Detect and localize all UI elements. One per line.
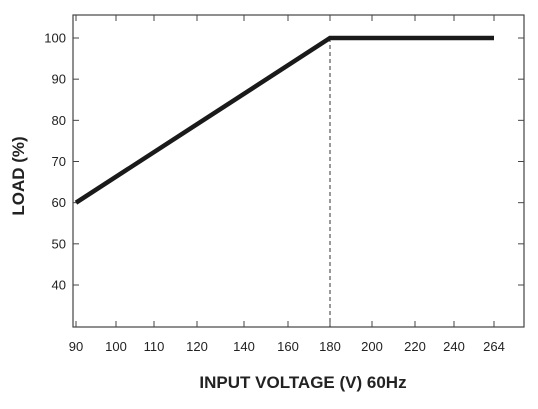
plot-area-frame <box>72 14 525 328</box>
x-tick-label: 264 <box>483 339 505 354</box>
y-tick-label: 90 <box>52 72 66 87</box>
x-tick-label: 200 <box>361 339 383 354</box>
x-tick-label: 180 <box>319 339 341 354</box>
x-tick-label: 90 <box>69 339 83 354</box>
series-line <box>74 35 494 205</box>
y-tick-label: 70 <box>52 154 66 169</box>
x-axis-title: INPUT VOLTAGE (V) 60Hz <box>199 373 406 392</box>
x-tick-label: 160 <box>277 339 299 354</box>
y-tick-label: 60 <box>52 195 66 210</box>
x-tick-label: 240 <box>443 339 465 354</box>
y-tick-label: 40 <box>52 278 66 293</box>
x-tick-label: 110 <box>144 339 165 354</box>
x-tick-label: 140 <box>233 339 255 354</box>
y-tick-label: 80 <box>52 113 66 128</box>
y-tick-label: 50 <box>52 236 66 251</box>
series-group <box>74 35 494 205</box>
x-tick-label: 220 <box>404 339 426 354</box>
tick-group: 40 50 60 70 80 90 100 90 100 110 120 140 160 180 200 22… <box>44 15 524 354</box>
x-tick-label: 120 <box>186 339 208 354</box>
y-axis-title: LOAD (%) <box>9 136 28 215</box>
x-tick-label: 100 <box>105 339 127 354</box>
y-tick-label: 100 <box>44 31 66 46</box>
